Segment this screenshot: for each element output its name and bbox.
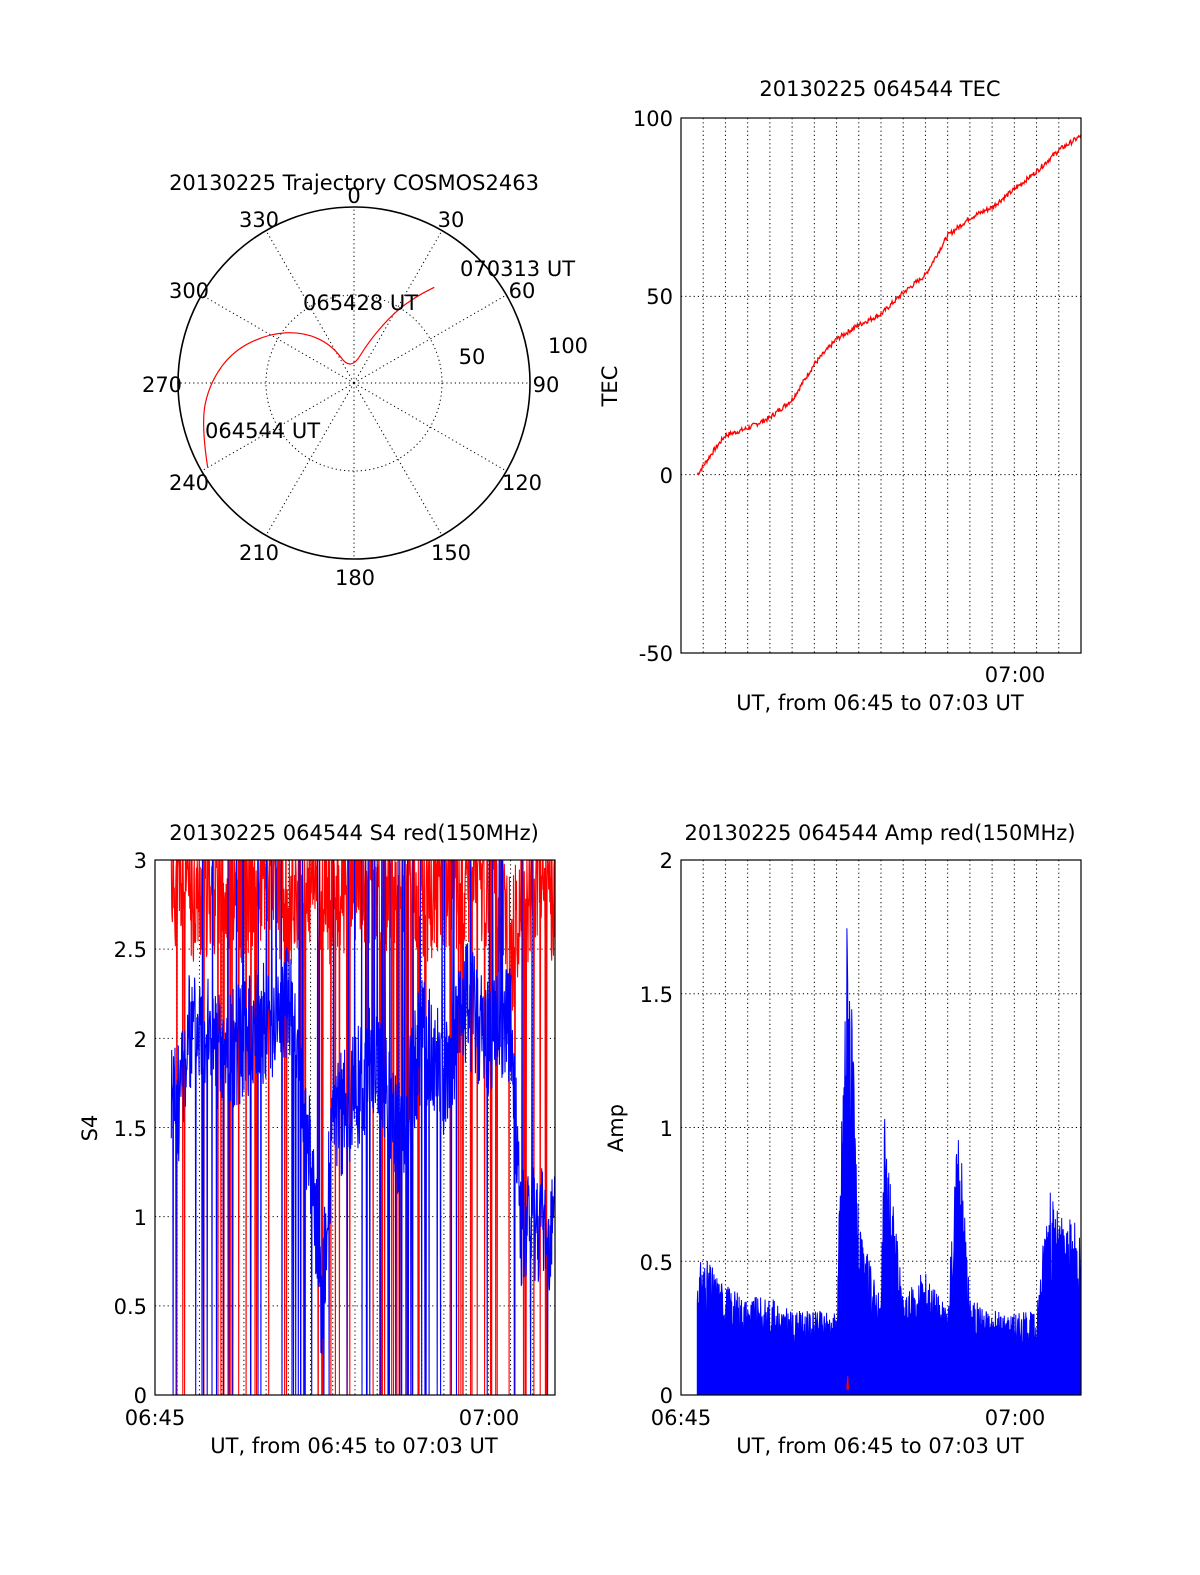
tec-panel: 20130225 064544 TEC 100 50 0 -50 07:00 U… xyxy=(598,77,1082,715)
tec-ytick-50: 50 xyxy=(646,285,673,309)
amp-xtick-0700: 07:00 xyxy=(985,1406,1046,1430)
s4-ytick-1.5: 1.5 xyxy=(114,1117,147,1141)
s4-title: 20130225 064544 S4 red(150MHz) xyxy=(169,821,539,845)
s4-panel: 20130225 064544 S4 red(150MHz) 3 2.5 2 1… xyxy=(78,821,556,1458)
radius-label-50: 50 xyxy=(459,345,486,369)
polar-spoke-120 xyxy=(353,382,507,472)
amp-panel: 20130225 064544 Amp red(150MHz) 2 1.5 1 … xyxy=(604,821,1082,1458)
tec-xlabel: UT, from 06:45 to 07:03 UT xyxy=(736,691,1024,715)
polar-outer-circle xyxy=(177,206,531,560)
s4-ytick-1: 1 xyxy=(134,1206,147,1230)
tec-ytick-100: 100 xyxy=(633,107,673,131)
amp-xlabel: UT, from 06:45 to 07:03 UT xyxy=(736,1434,1024,1458)
amp-plot-frame xyxy=(680,859,1082,1396)
s4-blue-series xyxy=(170,859,556,1396)
polar-spoke-150 xyxy=(353,382,443,536)
satellite-trajectory-line xyxy=(203,286,435,468)
angle-label-270: 270 xyxy=(142,373,182,397)
polar-grid xyxy=(178,207,530,559)
tec-xtick-0700: 07:00 xyxy=(985,663,1046,687)
annotation-mid-time: 065428 UT xyxy=(303,291,418,315)
s4-ytick-2: 2 xyxy=(134,1028,147,1052)
angle-label-150: 150 xyxy=(431,541,471,565)
amp-ytick-2: 2 xyxy=(660,849,673,873)
tec-title: 20130225 064544 TEC xyxy=(759,77,1000,101)
s4-ytick-0: 0 xyxy=(134,1384,147,1408)
angle-label-90: 90 xyxy=(533,373,560,397)
s4-xtick-0645: 06:45 xyxy=(125,1406,186,1430)
s4-xtick-0700: 07:00 xyxy=(459,1406,520,1430)
angle-label-0: 0 xyxy=(347,184,360,208)
angle-label-300: 300 xyxy=(169,279,209,303)
s4-plot-frame xyxy=(154,859,556,1396)
tec-ytick-minus50: -50 xyxy=(639,642,673,666)
angle-label-120: 120 xyxy=(502,471,542,495)
amp-blue-series xyxy=(696,928,1082,1396)
s4-xlabel: UT, from 06:45 to 07:03 UT xyxy=(210,1434,498,1458)
angle-label-330: 330 xyxy=(239,208,279,232)
amp-ytick-0: 0 xyxy=(660,1384,673,1408)
tec-plot-frame xyxy=(680,117,1082,654)
annotation-start-time: 064544 UT xyxy=(205,419,320,443)
amp-ytick-1.5: 1.5 xyxy=(640,983,673,1007)
amp-ytick-0.5: 0.5 xyxy=(640,1251,673,1275)
annotation-end-time: 070313 UT xyxy=(460,257,575,281)
angle-label-210: 210 xyxy=(239,541,279,565)
amp-xtick-0645: 06:45 xyxy=(651,1406,712,1430)
amp-ytick-1: 1 xyxy=(660,1117,673,1141)
amp-red-series xyxy=(846,1376,849,1390)
angle-label-30: 30 xyxy=(438,208,465,232)
tec-ytick-0: 0 xyxy=(660,464,673,488)
amp-ylabel: Amp xyxy=(604,1104,628,1152)
tec-grid xyxy=(681,118,1081,653)
tec-ylabel: TEC xyxy=(598,366,622,408)
trajectory-polar-plot: 20130225 Trajectory COSMOS2463 0 30 60 9… xyxy=(142,171,588,590)
polar-spoke-210 xyxy=(265,382,355,536)
angle-label-180: 180 xyxy=(335,566,375,590)
s4-ytick-2.5: 2.5 xyxy=(114,938,147,962)
angle-label-240: 240 xyxy=(169,471,209,495)
s4-ytick-3: 3 xyxy=(134,849,147,873)
angle-label-60: 60 xyxy=(509,279,536,303)
polar-title: 20130225 Trajectory COSMOS2463 xyxy=(169,171,539,195)
s4-ytick-0.5: 0.5 xyxy=(114,1295,147,1319)
radius-label-100: 100 xyxy=(548,334,588,358)
tec-series-line xyxy=(696,134,1082,476)
polar-ring-50 xyxy=(265,294,443,472)
s4-red-series xyxy=(170,859,556,1396)
polar-angle-labels: 0 30 60 90 120 150 180 210 240 270 300 3… xyxy=(142,184,559,590)
s4-ylabel: S4 xyxy=(78,1115,102,1142)
amp-title: 20130225 064544 Amp red(150MHz) xyxy=(684,821,1075,845)
